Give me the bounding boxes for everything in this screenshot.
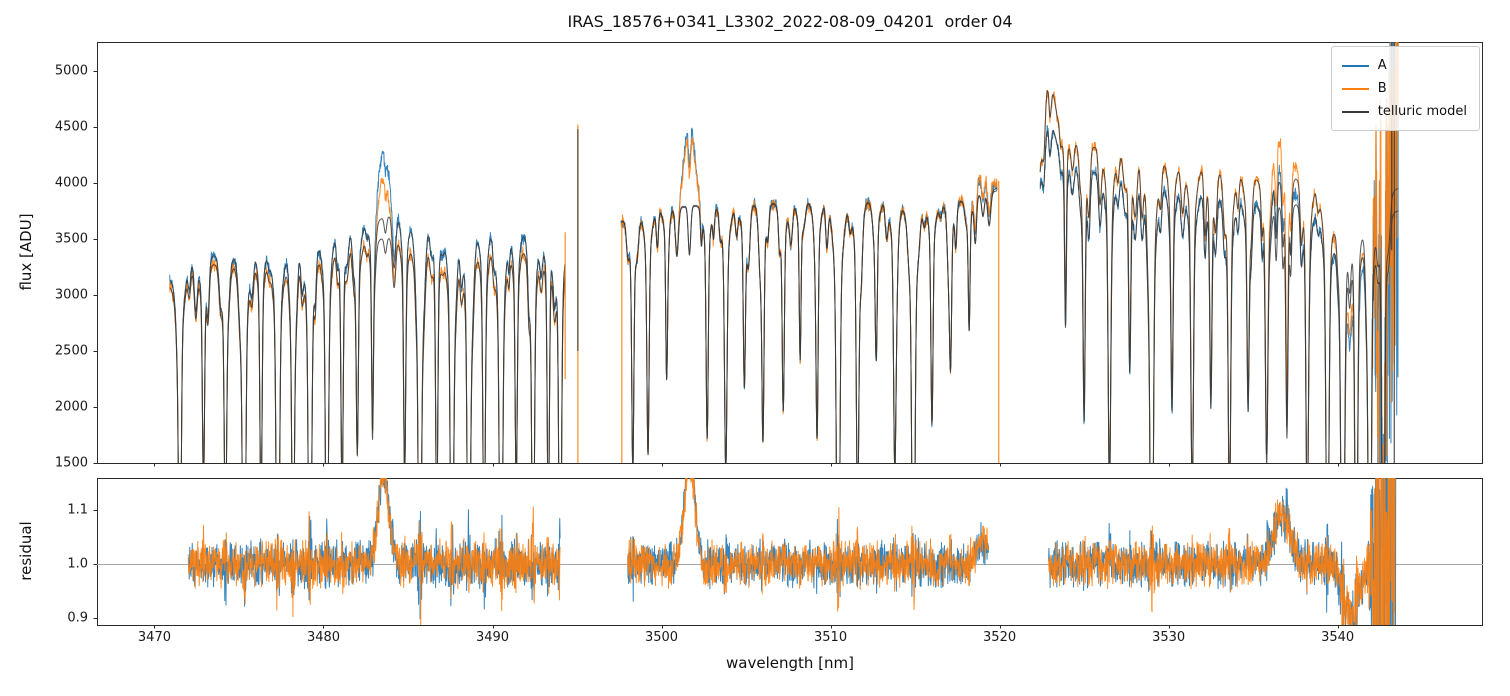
y-axis-label-residual: residual xyxy=(17,521,35,581)
ytick-label: 0.9 xyxy=(67,610,88,626)
xtick-label: 3470 xyxy=(137,630,171,645)
ytick-label: 4500 xyxy=(54,119,88,135)
xtick-label: 3530 xyxy=(1152,630,1186,645)
ytick-label: 2500 xyxy=(54,343,88,359)
plot-title: IRAS_18576+0341_L3302_2022-08-09_04201 o… xyxy=(567,12,1013,31)
ytick-label: 1.1 xyxy=(67,502,88,518)
y-axis-label-flux: flux [ADU] xyxy=(17,213,35,291)
legend-line-a xyxy=(1341,64,1369,67)
ytick-label: 5000 xyxy=(54,63,88,79)
legend-label-b: B xyxy=(1377,81,1387,96)
legend-item-a: A xyxy=(1341,54,1467,77)
ytick-label: 4000 xyxy=(54,175,88,191)
xtick-label: 3500 xyxy=(644,630,679,645)
x-axis-label: wavelength [nm] xyxy=(726,654,854,672)
legend-label-a: A xyxy=(1377,58,1387,73)
legend-line-b xyxy=(1341,87,1369,90)
legend-item-telluric-model: telluric model xyxy=(1341,100,1467,123)
ytick-label: 2000 xyxy=(54,399,88,415)
ytick-label: 1500 xyxy=(54,455,88,471)
ytick-label: 3000 xyxy=(54,287,88,303)
legend-label-telluric-model: telluric model xyxy=(1377,104,1467,119)
xtick-label: 3480 xyxy=(306,630,341,645)
legend: A B telluric model xyxy=(1330,46,1480,131)
xtick-label: 3520 xyxy=(983,630,1017,645)
ytick-label: 1.0 xyxy=(67,556,88,572)
xtick-label: 3540 xyxy=(1321,630,1355,645)
legend-line-telluric-model xyxy=(1341,110,1369,113)
xtick-label: 3490 xyxy=(475,630,510,645)
legend-item-b: B xyxy=(1341,77,1467,100)
xtick-label: 3510 xyxy=(814,630,848,645)
ytick-label: 3500 xyxy=(54,231,88,247)
